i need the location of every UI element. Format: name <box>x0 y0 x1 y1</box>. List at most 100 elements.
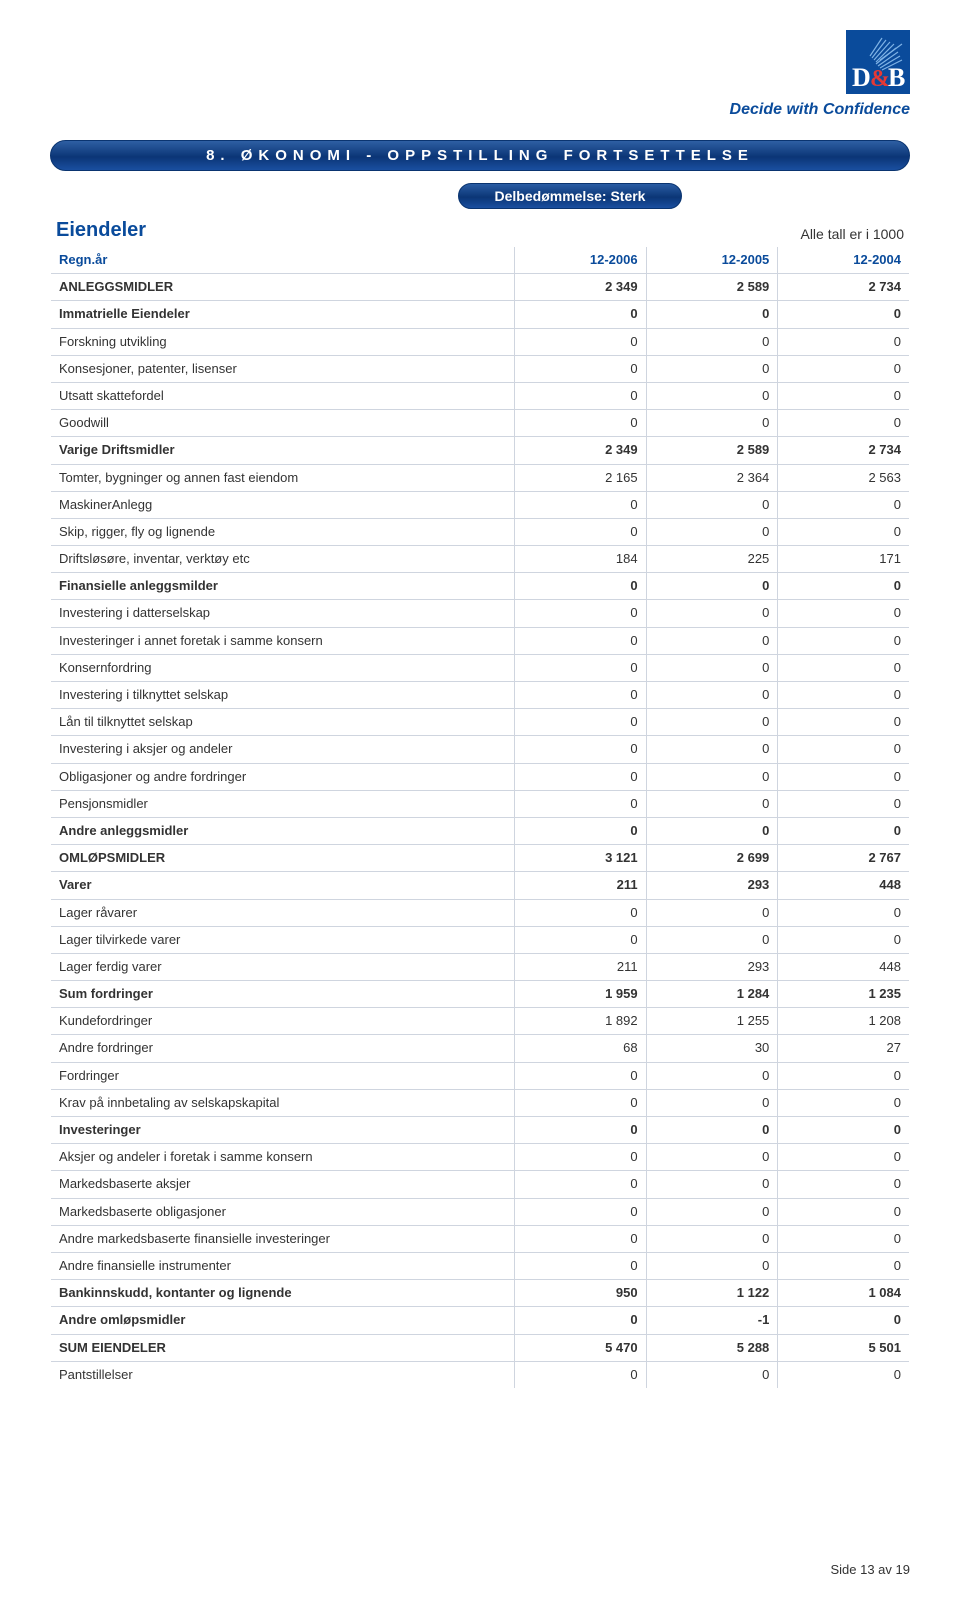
row-value: 0 <box>778 518 910 545</box>
svg-text:D: D <box>852 63 871 92</box>
row-label: MaskinerAnlegg <box>51 491 515 518</box>
row-value: 0 <box>778 382 910 409</box>
row-label: Pensjonsmidler <box>51 790 515 817</box>
row-value: 0 <box>778 1225 910 1252</box>
row-value: 2 589 <box>646 274 778 301</box>
row-value: 0 <box>778 1252 910 1279</box>
row-label: Konsernfordring <box>51 654 515 681</box>
table-row: Finansielle anleggsmilder000 <box>51 573 910 600</box>
col-header-y2: 12-2005 <box>646 247 778 274</box>
row-value: 0 <box>514 1307 646 1334</box>
row-label: Investeringer i annet foretak i samme ko… <box>51 627 515 654</box>
row-value: 0 <box>514 328 646 355</box>
table-row: Markedsbaserte aksjer000 <box>51 1171 910 1198</box>
row-label: Konsesjoner, patenter, lisenser <box>51 355 515 382</box>
row-value: 0 <box>778 573 910 600</box>
row-value: 0 <box>646 355 778 382</box>
row-label: Andre fordringer <box>51 1035 515 1062</box>
row-value: 225 <box>646 546 778 573</box>
table-row: Lån til tilknyttet selskap000 <box>51 709 910 736</box>
row-label: Markedsbaserte aksjer <box>51 1171 515 1198</box>
table-row: Markedsbaserte obligasjoner000 <box>51 1198 910 1225</box>
row-value: 2 734 <box>778 437 910 464</box>
row-value: 0 <box>514 1171 646 1198</box>
row-value: 0 <box>514 1361 646 1388</box>
table-row: Obligasjoner og andre fordringer000 <box>51 763 910 790</box>
row-label: Fordringer <box>51 1062 515 1089</box>
col-header-y3: 12-2004 <box>778 247 910 274</box>
table-header-row: Eiendeler Alle tall er i 1000 <box>50 219 910 246</box>
row-value: 0 <box>778 736 910 763</box>
table-row: Sum fordringer1 9591 2841 235 <box>51 981 910 1008</box>
row-value: 30 <box>646 1035 778 1062</box>
row-value: 0 <box>778 899 910 926</box>
row-value: 0 <box>778 410 910 437</box>
row-value: 0 <box>514 817 646 844</box>
row-label: Aksjer og andeler i foretak i samme kons… <box>51 1144 515 1171</box>
row-label: Andre omløpsmidler <box>51 1307 515 1334</box>
table-row: Skip, rigger, fly og lignende000 <box>51 518 910 545</box>
row-value: 0 <box>514 410 646 437</box>
row-value: 0 <box>646 301 778 328</box>
row-label: SUM EIENDELER <box>51 1334 515 1361</box>
row-value: 0 <box>778 301 910 328</box>
table-row: OMLØPSMIDLER3 1212 6992 767 <box>51 845 910 872</box>
sub-badge: Delbedømmelse: Sterk <box>458 183 683 209</box>
row-value: 0 <box>778 491 910 518</box>
row-label: Kundefordringer <box>51 1008 515 1035</box>
row-value: 0 <box>514 763 646 790</box>
row-value: 2 767 <box>778 845 910 872</box>
row-value: 950 <box>514 1280 646 1307</box>
row-value: 0 <box>646 1361 778 1388</box>
row-value: 1 892 <box>514 1008 646 1035</box>
table-row: Utsatt skattefordel000 <box>51 382 910 409</box>
row-value: 0 <box>646 1171 778 1198</box>
table-row: Bankinnskudd, kontanter og lignende9501 … <box>51 1280 910 1307</box>
table-row: Varer211293448 <box>51 872 910 899</box>
row-label: Immatrielle Eiendeler <box>51 301 515 328</box>
row-value: 0 <box>646 382 778 409</box>
row-value: 2 364 <box>646 464 778 491</box>
row-value: 0 <box>646 627 778 654</box>
table-title: Eiendeler <box>56 219 146 242</box>
table-row: Andre omløpsmidler0-10 <box>51 1307 910 1334</box>
row-label: Sum fordringer <box>51 981 515 1008</box>
row-value: -1 <box>646 1307 778 1334</box>
row-value: 184 <box>514 546 646 573</box>
table-row: SUM EIENDELER5 4705 2885 501 <box>51 1334 910 1361</box>
row-value: 0 <box>514 627 646 654</box>
row-label: Markedsbaserte obligasjoner <box>51 1198 515 1225</box>
table-row: Lager råvarer000 <box>51 899 910 926</box>
row-value: 0 <box>514 926 646 953</box>
row-value: 0 <box>514 1252 646 1279</box>
dnb-logo-icon: D & B <box>846 30 910 94</box>
row-value: 1 255 <box>646 1008 778 1035</box>
row-label: Lager råvarer <box>51 899 515 926</box>
row-value: 0 <box>778 1361 910 1388</box>
row-value: 0 <box>646 600 778 627</box>
row-value: 0 <box>646 926 778 953</box>
row-value: 0 <box>778 682 910 709</box>
row-label: Lager tilvirkede varer <box>51 926 515 953</box>
row-value: 0 <box>514 491 646 518</box>
table-row: Investeringer i annet foretak i samme ko… <box>51 627 910 654</box>
table-row: Andre anleggsmidler000 <box>51 817 910 844</box>
row-value: 0 <box>646 736 778 763</box>
row-value: 0 <box>646 654 778 681</box>
table-row: Forskning utvikling000 <box>51 328 910 355</box>
row-value: 2 349 <box>514 274 646 301</box>
table-row: Investeringer000 <box>51 1117 910 1144</box>
row-label: Investering i datterselskap <box>51 600 515 627</box>
table-row: Andre markedsbaserte finansielle investe… <box>51 1225 910 1252</box>
row-value: 0 <box>646 817 778 844</box>
brand-tagline: Decide with Confidence <box>730 101 910 119</box>
table-row: Investering i tilknyttet selskap000 <box>51 682 910 709</box>
row-value: 0 <box>646 1144 778 1171</box>
row-value: 0 <box>778 627 910 654</box>
row-value: 0 <box>646 518 778 545</box>
row-label: Andre markedsbaserte finansielle investe… <box>51 1225 515 1252</box>
table-row: Aksjer og andeler i foretak i samme kons… <box>51 1144 910 1171</box>
row-label: Finansielle anleggsmilder <box>51 573 515 600</box>
row-value: 0 <box>514 600 646 627</box>
row-value: 0 <box>514 1225 646 1252</box>
